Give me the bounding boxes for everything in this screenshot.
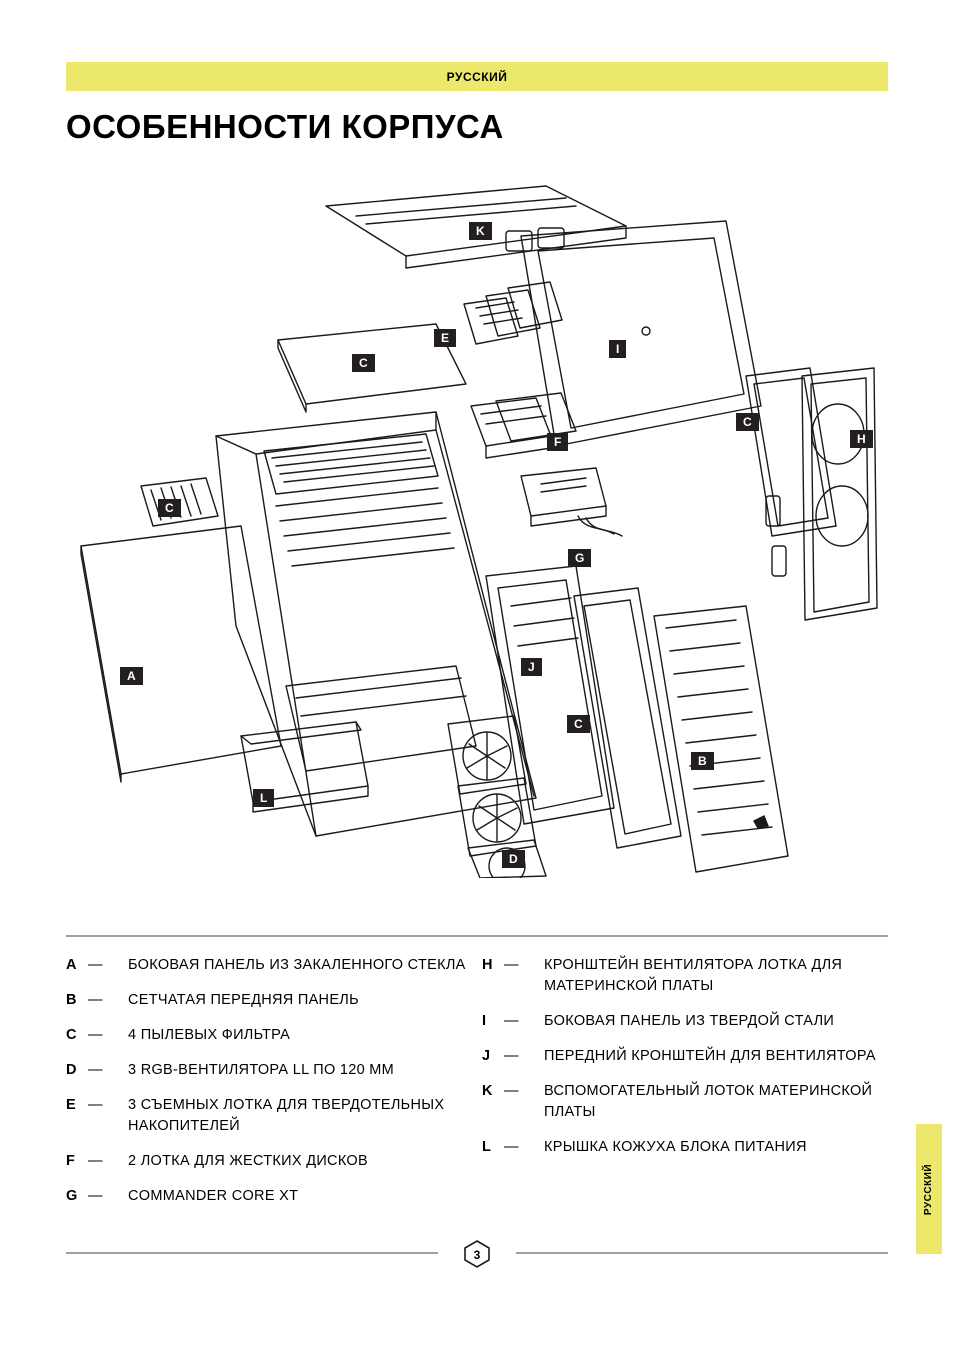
divider-top <box>66 935 888 937</box>
callout-B: B <box>691 752 714 770</box>
page-title: ОСОБЕННОСТИ КОРПУСА <box>66 108 504 146</box>
legend-letter: J <box>482 1046 504 1067</box>
legend-row: A—БОКОВАЯ ПАНЕЛЬ ИЗ ЗАКАЛЕННОГО СТЕКЛА <box>66 955 472 976</box>
callout-C-1: C <box>352 354 375 372</box>
callout-C-3: C <box>158 499 181 517</box>
legend-row: H—КРОНШТЕЙН ВЕНТИЛЯТОРА ЛОТКА ДЛЯ МАТЕРИ… <box>482 955 888 997</box>
callout-G: G <box>568 549 591 567</box>
legend-dash: — <box>88 990 128 1011</box>
legend-letter: A <box>66 955 88 976</box>
legend-row: F—2 ЛОТКА ДЛЯ ЖЕСТКИХ ДИСКОВ <box>66 1151 472 1172</box>
legend-col-left: A—БОКОВАЯ ПАНЕЛЬ ИЗ ЗАКАЛЕННОГО СТЕКЛА B… <box>66 955 472 1221</box>
legend-text: ВСПОМОГАТЕЛЬНЫЙ ЛОТОК МАТЕРИНСКОЙ ПЛАТЫ <box>544 1081 888 1123</box>
legend-letter: I <box>482 1011 504 1032</box>
legend: A—БОКОВАЯ ПАНЕЛЬ ИЗ ЗАКАЛЕННОГО СТЕКЛА B… <box>66 955 888 1221</box>
legend-text: БОКОВАЯ ПАНЕЛЬ ИЗ ЗАКАЛЕННОГО СТЕКЛА <box>128 955 472 976</box>
legend-text: 4 ПЫЛЕВЫХ ФИЛЬТРА <box>128 1025 472 1046</box>
callout-C-2: C <box>736 413 759 431</box>
legend-row: G—COMMANDER CORE XT <box>66 1186 472 1207</box>
legend-letter: F <box>66 1151 88 1172</box>
legend-dash: — <box>504 1081 544 1102</box>
legend-dash: — <box>88 1151 128 1172</box>
legend-row: B—СЕТЧАТАЯ ПЕРЕДНЯЯ ПАНЕЛЬ <box>66 990 472 1011</box>
page-number: 3 <box>474 1248 481 1262</box>
legend-letter: G <box>66 1186 88 1207</box>
callout-C-4: C <box>567 715 590 733</box>
banner-text: РУССКИЙ <box>447 70 508 84</box>
manual-page: РУССКИЙ ОСОБЕННОСТИ КОРПУСА <box>0 0 954 1350</box>
legend-letter: C <box>66 1025 88 1046</box>
legend-text: ПЕРЕДНИЙ КРОНШТЕЙН ДЛЯ ВЕНТИЛЯТОРА <box>544 1046 888 1067</box>
callout-H: H <box>850 430 873 448</box>
legend-dash: — <box>504 1011 544 1032</box>
legend-text: 3 СЪЕМНЫХ ЛОТКА ДЛЯ ТВЕРДОТЕЛЬНЫХ НАКОПИ… <box>128 1095 472 1137</box>
bottom-rule-right <box>516 1252 888 1254</box>
callout-K: K <box>469 222 492 240</box>
callout-I: I <box>609 340 626 358</box>
legend-dash: — <box>88 1060 128 1081</box>
legend-col-right: H—КРОНШТЕЙН ВЕНТИЛЯТОРА ЛОТКА ДЛЯ МАТЕРИ… <box>482 955 888 1221</box>
legend-dash: — <box>504 1137 544 1158</box>
legend-letter: L <box>482 1137 504 1158</box>
legend-row: L—КРЫШКА КОЖУХА БЛОКА ПИТАНИЯ <box>482 1137 888 1158</box>
legend-dash: — <box>88 1025 128 1046</box>
callout-J: J <box>521 658 542 676</box>
side-language-tab: РУССКИЙ <box>916 1124 942 1254</box>
legend-dash: — <box>88 1095 128 1116</box>
legend-dash: — <box>88 955 128 976</box>
callout-E: E <box>434 329 456 347</box>
legend-row: I—БОКОВАЯ ПАНЕЛЬ ИЗ ТВЕРДОЙ СТАЛИ <box>482 1011 888 1032</box>
legend-text: БОКОВАЯ ПАНЕЛЬ ИЗ ТВЕРДОЙ СТАЛИ <box>544 1011 888 1032</box>
legend-text: СЕТЧАТАЯ ПЕРЕДНЯЯ ПАНЕЛЬ <box>128 990 472 1011</box>
bottom-rule-left <box>66 1252 438 1254</box>
legend-row: J—ПЕРЕДНИЙ КРОНШТЕЙН ДЛЯ ВЕНТИЛЯТОРА <box>482 1046 888 1067</box>
legend-text: КРЫШКА КОЖУХА БЛОКА ПИТАНИЯ <box>544 1137 888 1158</box>
legend-letter: D <box>66 1060 88 1081</box>
legend-letter: B <box>66 990 88 1011</box>
legend-row: E—3 СЪЕМНЫХ ЛОТКА ДЛЯ ТВЕРДОТЕЛЬНЫХ НАКО… <box>66 1095 472 1137</box>
callout-L: L <box>253 789 274 807</box>
legend-dash: — <box>504 1046 544 1067</box>
legend-row: K—ВСПОМОГАТЕЛЬНЫЙ ЛОТОК МАТЕРИНСКОЙ ПЛАТ… <box>482 1081 888 1123</box>
callout-A: A <box>120 667 143 685</box>
callout-F: F <box>547 433 568 451</box>
exploded-diagram <box>66 176 878 878</box>
legend-text: КРОНШТЕЙН ВЕНТИЛЯТОРА ЛОТКА ДЛЯ МАТЕРИНС… <box>544 955 888 997</box>
legend-row: D—3 RGB-ВЕНТИЛЯТОРА LL ПО 120 ММ <box>66 1060 472 1081</box>
side-tab-text: РУССКИЙ <box>924 1163 935 1214</box>
legend-dash: — <box>88 1186 128 1207</box>
callout-D: D <box>502 850 525 868</box>
legend-dash: — <box>504 955 544 976</box>
legend-text: 3 RGB-ВЕНТИЛЯТОРА LL ПО 120 ММ <box>128 1060 472 1081</box>
legend-text: COMMANDER CORE XT <box>128 1186 472 1207</box>
legend-row: C—4 ПЫЛЕВЫХ ФИЛЬТРА <box>66 1025 472 1046</box>
legend-text: 2 ЛОТКА ДЛЯ ЖЕСТКИХ ДИСКОВ <box>128 1151 472 1172</box>
language-banner: РУССКИЙ <box>66 62 888 91</box>
legend-letter: E <box>66 1095 88 1116</box>
legend-letter: H <box>482 955 504 976</box>
legend-letter: K <box>482 1081 504 1102</box>
